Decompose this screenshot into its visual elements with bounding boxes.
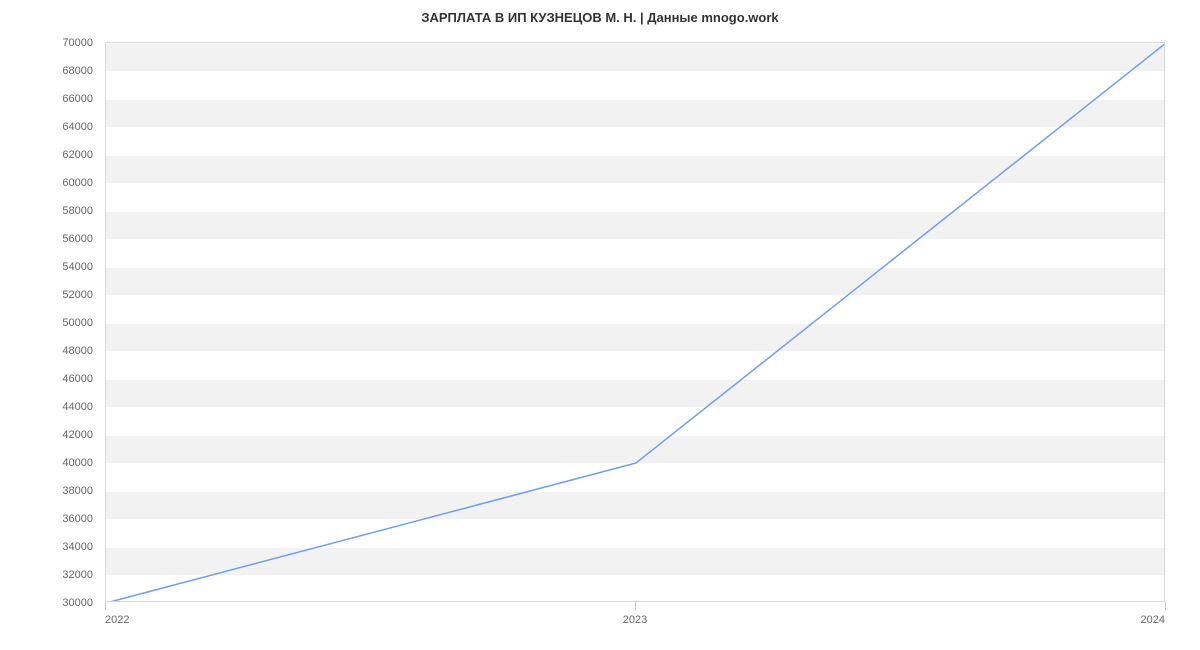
line-layer [106,43,1165,602]
x-tick-mark [1165,602,1166,610]
chart-title: ЗАРПЛАТА В ИП КУЗНЕЦОВ М. Н. | Данные mn… [0,0,1200,30]
y-tick-label: 36000 [0,513,93,525]
y-tick-label: 66000 [0,93,93,105]
y-tick-label: 32000 [0,569,93,581]
y-tick-label: 70000 [0,37,93,49]
y-tick-label: 42000 [0,429,93,441]
y-tick-label: 56000 [0,233,93,245]
y-tick-label: 52000 [0,289,93,301]
x-tick-label: 2024 [1105,614,1165,626]
series-salary [106,43,1165,602]
x-tick-label: 2022 [105,614,165,626]
y-tick-label: 38000 [0,485,93,497]
y-tick-label: 64000 [0,121,93,133]
y-tick-label: 34000 [0,541,93,553]
x-tick-mark [105,602,106,610]
chart-container: 30000 32000 34000 36000 38000 40000 42000 44000… [0,30,1200,650]
y-tick-label: 50000 [0,317,93,329]
y-tick-label: 30000 [0,597,93,609]
y-tick-label: 44000 [0,401,93,413]
x-tick-mark [635,602,636,610]
plot-area [105,42,1165,602]
y-tick-label: 58000 [0,205,93,217]
y-tick-label: 54000 [0,261,93,273]
y-tick-label: 48000 [0,345,93,357]
x-tick-label: 2023 [605,614,665,626]
y-tick-label: 46000 [0,373,93,385]
y-tick-label: 60000 [0,177,93,189]
y-tick-label: 68000 [0,65,93,77]
y-tick-label: 40000 [0,457,93,469]
y-tick-label: 62000 [0,149,93,161]
